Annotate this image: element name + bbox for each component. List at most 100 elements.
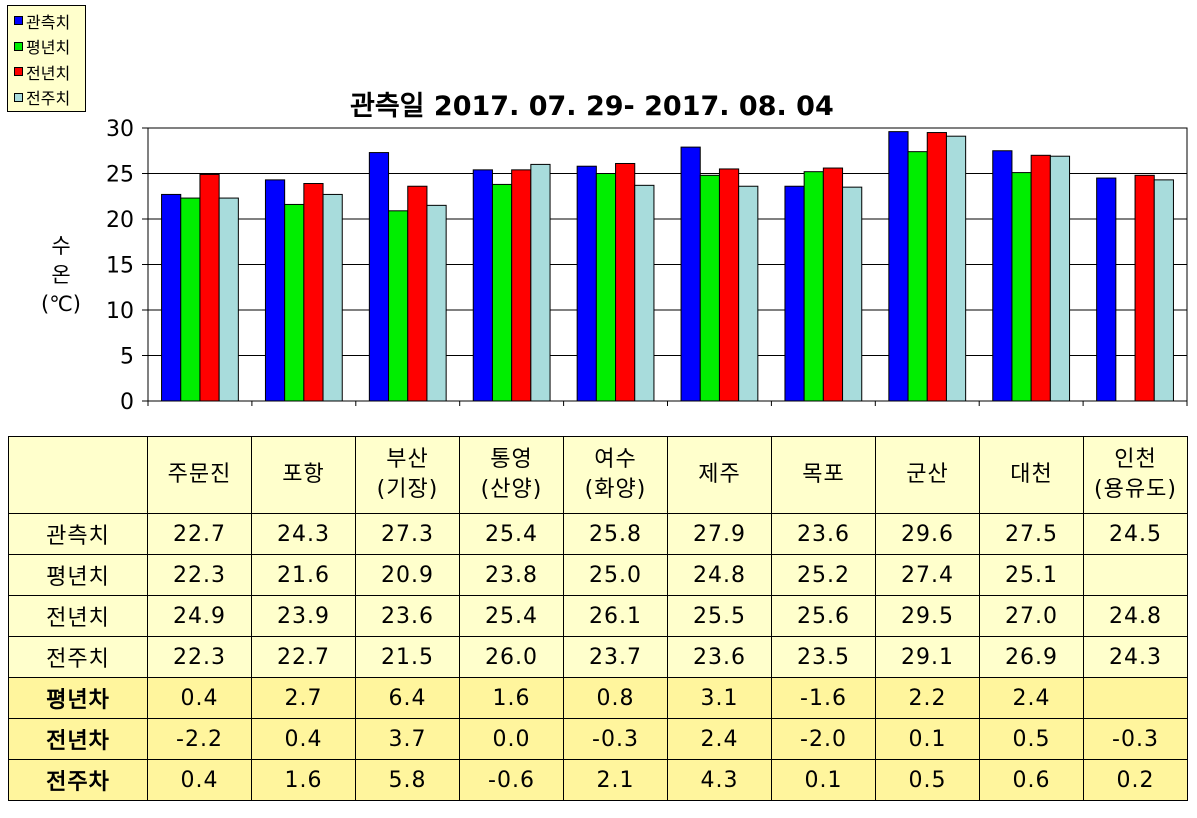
bar [511,169,532,402]
bar [699,174,720,402]
column-header-line: 군산 [906,462,949,487]
table-cell: 27.0 [979,595,1084,637]
column-header-line: 대천 [1010,462,1053,487]
bar [634,184,655,402]
y-tick-label: 25 [106,163,134,188]
chart-area: 0 5 10 15 20 25 30 관측치 평년치 전년치 전주치 관측일 2017. 07. … [7,5,1188,415]
table-cell: 3.1 [667,677,772,719]
table-cell: 0.0 [459,718,564,760]
y-tick-label: 20 [106,208,134,233]
column-header-line: 주문진 [167,462,232,487]
table-cell [1083,677,1188,719]
table-cell: 25.5 [667,595,772,637]
y-tick-label: 10 [106,299,134,324]
bar [368,152,390,402]
table-cell: -0.3 [563,718,668,760]
table-cell: 0.5 [875,759,980,801]
table-cell: 23.6 [667,636,772,678]
table-cell: 25.4 [459,513,564,555]
table-cell: -2.2 [147,718,252,760]
column-header-line: (산양) [480,477,543,502]
table-cell: 26.9 [979,636,1084,678]
table-cell: 24.9 [147,595,252,637]
table-cell: 23.6 [355,595,460,637]
table-row: 전주차 0.4 1.6 5.8 -0.6 2.1 4.3 0.1 0.5 0.6 0.2 [8,759,1188,801]
bar [426,204,447,402]
bar [491,183,513,402]
y-axis-label-line: 수 [51,234,71,258]
bar [738,185,759,402]
table-cell: 5.8 [355,759,460,801]
bar [388,210,409,402]
bar [1030,154,1051,402]
table-cell: 22.3 [147,636,252,678]
table-row: 전주치 22.3 22.7 21.5 26.0 23.7 23.6 23.5 29.1 26.9 2… [8,636,1188,678]
legend-swatch [14,16,23,26]
column-header-line: 제주 [698,462,741,487]
bar [530,163,551,402]
table-cell: 29.6 [875,513,980,555]
bar [945,135,967,402]
data-table: 주문진 포항 부산 (기장) 통영 (산양) 여수 (화양) 제주 목포 군산 대천 인천 (용유도) 관… [8,436,1188,801]
table-cell: 25.2 [771,554,876,596]
table-header-row: 주문진 포항 부산 (기장) 통영 (산양) 여수 (화양) 제주 목포 군산 대천 인천 (용유도) [8,436,1188,514]
column-header-line: (용유도) [1094,477,1177,502]
table-cell: 22.3 [147,554,252,596]
table-cell: 2.4 [667,718,772,760]
table-cell: 29.5 [875,595,980,637]
table-row: 평년치 22.3 21.6 20.9 23.8 25.0 24.8 25.2 27.4 25.1 [8,554,1188,596]
bar [926,132,947,402]
row-label: 전주차 [8,759,148,801]
bar [1134,174,1155,402]
table-cell: -1.6 [771,677,876,719]
column-header: 목포 [771,436,876,514]
table-cell: 24.3 [251,513,356,555]
table-cell: 25.4 [459,595,564,637]
table-cell: 20.9 [355,554,460,596]
table-cell: 25.1 [979,554,1084,596]
table-cell: 23.9 [251,595,356,637]
y-tick-label: 30 [106,117,134,142]
y-axis-label: 수 온 (℃) [36,232,86,319]
table-cell: 2.4 [979,677,1084,719]
table-cell: 26.1 [563,595,668,637]
table-cell: 22.7 [147,513,252,555]
table-cell: 23.7 [563,636,668,678]
table-cell: 29.1 [875,636,980,678]
legend-label: 평년치 [26,38,71,58]
column-header: 군산 [875,436,980,514]
table-cell: 24.8 [667,554,772,596]
bar [803,171,824,402]
column-header: 포항 [251,436,356,514]
bar [472,169,493,402]
row-label: 전주치 [8,636,148,678]
table-cell: 25.8 [563,513,668,555]
legend-label: 전년치 [26,63,71,83]
legend-item: 전주치 [14,85,85,111]
table-cell: 23.8 [459,554,564,596]
legend-item: 평년치 [14,34,85,60]
table-cell: 26.0 [459,636,564,678]
bar [264,179,286,402]
table-cell: 2.1 [563,759,668,801]
table-cell: 25.0 [563,554,668,596]
column-header: 통영 (산양) [459,436,564,514]
row-label: 전년차 [8,718,148,760]
table-cell: 27.5 [979,513,1084,555]
table-cell: 0.2 [1083,759,1188,801]
bar [199,173,220,402]
bar [1153,179,1174,402]
bar [1096,177,1117,402]
row-label: 평년차 [8,677,148,719]
bar [1049,155,1071,402]
table-cell: 22.7 [251,636,356,678]
bar [218,197,239,402]
table-cell: 0.6 [979,759,1084,801]
table-corner-cell [8,436,148,514]
table-cell: 1.6 [459,677,564,719]
table-cell: 0.1 [875,718,980,760]
table-cell: 24.3 [1083,636,1188,678]
table-cell: 2.2 [875,677,980,719]
row-label: 전년치 [8,595,148,637]
table-cell: 0.8 [563,677,668,719]
